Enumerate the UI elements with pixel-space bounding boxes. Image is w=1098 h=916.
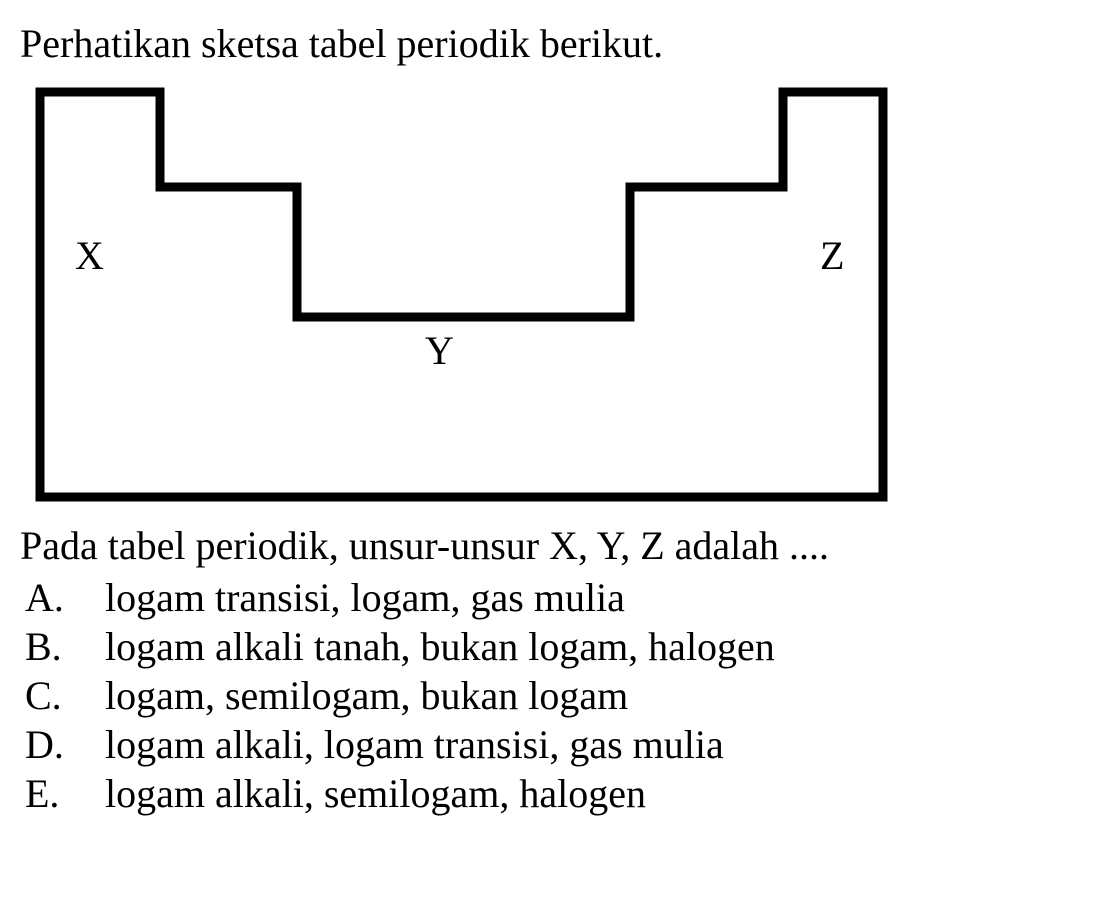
option-text: logam, semilogam, bukan logam xyxy=(105,672,1078,719)
option-d: D. logam alkali, logam transisi, gas mul… xyxy=(25,721,1078,768)
option-text: logam transisi, logam, gas mulia xyxy=(105,574,1078,621)
option-letter: C. xyxy=(25,672,105,719)
label-x: X xyxy=(75,232,104,279)
question-text: Pada tabel periodik, unsur-unsur X, Y, Z… xyxy=(20,522,1078,569)
periodic-table-path xyxy=(40,92,883,497)
option-letter: A. xyxy=(25,574,105,621)
periodic-table-outline xyxy=(25,77,895,507)
option-letter: E. xyxy=(25,770,105,817)
option-c: C. logam, semilogam, bukan logam xyxy=(25,672,1078,719)
option-letter: D. xyxy=(25,721,105,768)
option-a: A. logam transisi, logam, gas mulia xyxy=(25,574,1078,621)
option-text: logam alkali, semilogam, halogen xyxy=(105,770,1078,817)
label-y: Y xyxy=(425,327,454,374)
option-text: logam alkali, logam transisi, gas mulia xyxy=(105,721,1078,768)
option-letter: B. xyxy=(25,623,105,670)
option-b: B. logam alkali tanah, bukan logam, halo… xyxy=(25,623,1078,670)
option-text: logam alkali tanah, bukan logam, halogen xyxy=(105,623,1078,670)
options-list: A. logam transisi, logam, gas mulia B. l… xyxy=(25,574,1078,817)
option-e: E. logam alkali, semilogam, halogen xyxy=(25,770,1078,817)
label-z: Z xyxy=(820,232,844,279)
title: Perhatikan sketsa tabel periodik berikut… xyxy=(20,20,1078,67)
periodic-table-diagram: X Y Z xyxy=(25,77,895,507)
